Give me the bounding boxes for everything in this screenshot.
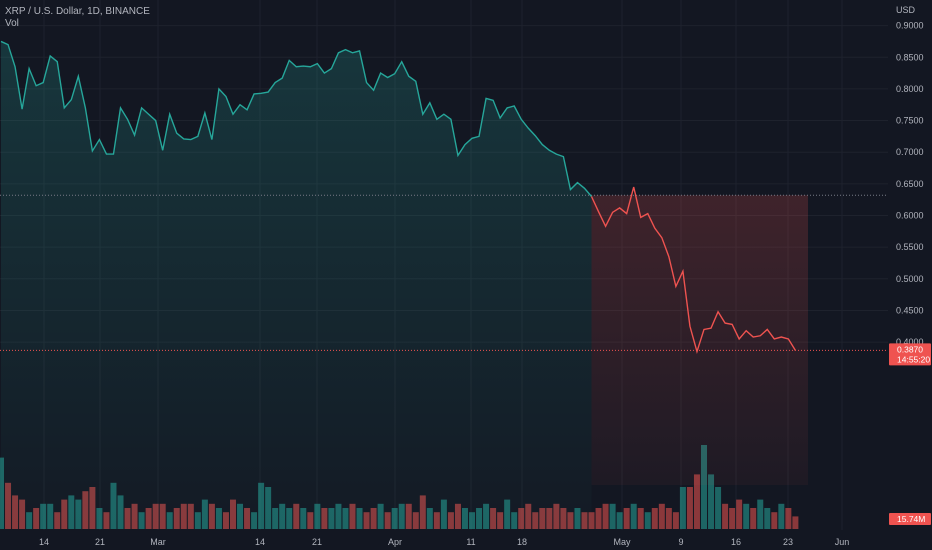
below-reference-shade <box>591 195 808 485</box>
volume-bar <box>708 474 715 529</box>
volume-bar <box>609 503 616 529</box>
volume-bar <box>679 487 686 529</box>
volume-bar <box>616 512 623 529</box>
time-axis-tick: 9 <box>678 537 683 547</box>
time-axis-tick: Apr <box>388 537 402 547</box>
volume-bar <box>729 508 736 529</box>
volume-bar <box>602 503 609 529</box>
reference-line <box>0 194 888 351</box>
volume-bar <box>771 512 778 529</box>
time-axis-tick: Mar <box>150 537 166 547</box>
volume-indicator-label[interactable]: Vol <box>5 18 19 29</box>
price-axis-tick: 0.4000 <box>896 337 924 347</box>
volume-bar <box>743 503 750 529</box>
price-line-up <box>0 40 593 197</box>
price-axis-unit: USD <box>896 5 916 15</box>
volume-bar <box>672 512 679 529</box>
last-price-value: 0.3870 <box>897 344 923 354</box>
volume-bar <box>750 508 757 529</box>
volume-bar <box>665 508 672 529</box>
time-axis[interactable]: 14 21 Mar 14 21 Apr 11 18 May 9 16 23 Jun <box>39 537 849 547</box>
price-axis-tick: 0.8500 <box>896 52 924 62</box>
price-area <box>1 41 808 530</box>
time-axis-tick: May <box>613 537 631 547</box>
price-axis-tick: 0.5500 <box>896 242 924 252</box>
price-axis-tick: 0.6500 <box>896 179 924 189</box>
volume-tag <box>889 513 931 525</box>
volume-bar <box>778 503 785 529</box>
price-line <box>0 40 796 355</box>
volume-bar <box>623 508 630 529</box>
time-axis-tick: 23 <box>783 537 793 547</box>
volume-bar <box>722 503 729 529</box>
last-price-tag <box>889 343 931 366</box>
volume-bar <box>637 508 644 529</box>
volume-bar <box>686 487 693 529</box>
time-axis-tick: 21 <box>312 537 322 547</box>
bar-countdown: 14:55:20 <box>897 354 930 364</box>
volume-bar <box>644 512 651 529</box>
price-area-fill <box>1 41 592 530</box>
volume-bar <box>595 508 602 529</box>
price-axis-tick: 0.6000 <box>896 211 924 221</box>
price-axis-tick: 0.9000 <box>896 21 924 31</box>
volume-bar <box>757 499 764 529</box>
volume-bar <box>785 508 792 529</box>
volume-bar <box>792 516 799 529</box>
symbol-title[interactable]: XRP / U.S. Dollar, 1D, BINANCE <box>5 6 150 17</box>
volume-bar <box>651 508 658 529</box>
time-axis-tick: 18 <box>517 537 527 547</box>
price-axis-tick: 0.5000 <box>896 274 924 284</box>
chart-legend: XRP / U.S. Dollar, 1D, BINANCE Vol <box>5 6 150 30</box>
price-axis-tick: 0.8000 <box>896 84 924 94</box>
volume-bar <box>764 508 771 529</box>
price-axis-tick: 0.7500 <box>896 116 924 126</box>
volume-bar <box>701 445 707 529</box>
time-axis-tick: 14 <box>255 537 265 547</box>
volume-bar <box>693 474 700 529</box>
price-axis-tick: 0.4500 <box>896 305 924 315</box>
time-axis-tick: 14 <box>39 537 49 547</box>
volume-value: 15.74M <box>897 514 925 524</box>
price-axis-tick: 0.7000 <box>896 147 924 157</box>
price-axis[interactable]: USD 0.9000 0.8500 0.8000 0.7500 0.7000 0.6500 0… <box>896 5 924 347</box>
time-axis-tick: 21 <box>95 537 105 547</box>
volume-bar <box>715 487 722 529</box>
time-axis-tick: 11 <box>466 537 475 547</box>
volume-bar <box>736 499 743 529</box>
time-axis-tick: Jun <box>835 537 850 547</box>
volume-bar <box>630 503 637 529</box>
price-line-down <box>590 186 796 355</box>
volume-bar <box>658 503 665 529</box>
time-axis-tick: 16 <box>731 537 741 547</box>
